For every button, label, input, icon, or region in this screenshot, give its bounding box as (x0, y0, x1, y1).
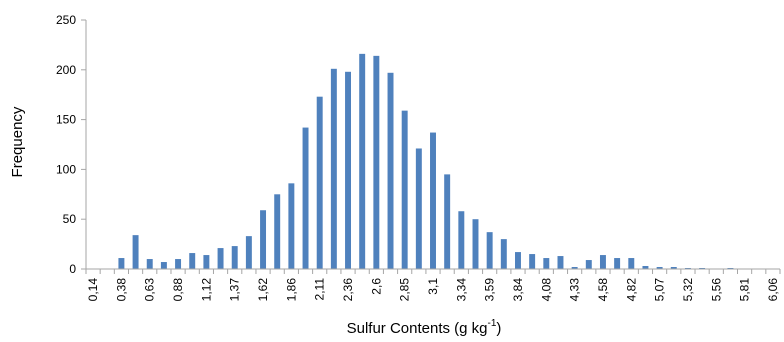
y-ticks-group: 0 50 100 150 200 250 (56, 13, 86, 276)
bar-38 (628, 258, 635, 269)
x-tick-label-19: 4,82 (624, 278, 638, 302)
bar-35 (585, 260, 592, 269)
x-tick-label-16: 4,08 (539, 278, 553, 302)
x-tick-label-0: 0,14 (86, 278, 100, 302)
bar-37 (614, 258, 621, 269)
x-tick-label-13: 3,34 (454, 278, 468, 302)
bar-14 (288, 183, 295, 269)
x-tick-label-11: 2,85 (398, 278, 412, 302)
x-tick-label-2: 0,63 (143, 278, 157, 302)
x-axis-title-sup: -1 (488, 318, 497, 329)
x-tick-label-5: 1,37 (228, 278, 242, 302)
x-axis-title-main: Sulfur Contents (g kg (347, 320, 488, 337)
bar-32 (543, 258, 550, 269)
x-tick-label-12: 3,1 (426, 278, 440, 295)
bar-4 (146, 259, 153, 269)
x-tick-label-4: 1,12 (199, 278, 213, 302)
bar-13 (274, 194, 281, 269)
bar-41 (670, 267, 677, 269)
x-tick-label-18: 4,58 (596, 278, 610, 302)
bar-24 (430, 132, 436, 269)
x-tick-label-3: 0,88 (171, 278, 185, 302)
x-tick-label-24: 6,06 (766, 278, 780, 302)
x-tick-label-23: 5,81 (738, 278, 752, 302)
bar-9 (217, 248, 224, 269)
x-tick-label-1: 0,38 (114, 278, 128, 302)
bar-10 (231, 246, 238, 269)
bar-17 (330, 68, 337, 269)
bar-23 (415, 148, 422, 269)
bars-group (118, 53, 734, 269)
x-tick-label-8: 2,11 (313, 278, 327, 301)
bar-8 (203, 255, 210, 269)
bar-21 (387, 72, 394, 269)
x-tick-label-20: 5,07 (653, 278, 667, 302)
bar-19 (359, 53, 366, 269)
bar-18 (345, 71, 351, 269)
bar-27 (472, 219, 479, 269)
y-tick-label-4: 200 (56, 63, 76, 77)
bar-36 (599, 255, 606, 269)
y-tick-label-0: 0 (69, 262, 76, 276)
bar-31 (529, 254, 536, 269)
bar-39 (642, 266, 649, 269)
bar-16 (316, 96, 323, 269)
bar-29 (500, 239, 507, 269)
bar-15 (302, 127, 309, 269)
y-tick-label-5: 250 (56, 13, 76, 27)
bar-25 (444, 174, 451, 269)
x-tick-label-7: 1,86 (284, 278, 298, 302)
bar-33 (557, 256, 564, 269)
x-ticks-group: 0,14 0,38 0,63 0,88 1,12 1,37 1,62 1,86 2,11 2,36… (85, 269, 781, 302)
x-tick-label-22: 5,56 (709, 278, 723, 302)
bar-22 (401, 110, 408, 269)
bar-40 (656, 267, 663, 269)
bar-30 (515, 252, 521, 269)
x-tick-label-21: 5,32 (681, 278, 695, 302)
bar-34 (571, 267, 578, 269)
y-tick-label-1: 50 (63, 212, 77, 226)
y-axis-title: Frequency (9, 106, 26, 177)
bar-3 (132, 235, 139, 269)
bar-5 (160, 262, 167, 269)
bar-20 (373, 55, 380, 269)
bar-26 (458, 211, 465, 269)
y-tick-label-2: 100 (56, 162, 76, 176)
y-tick-label-3: 150 (56, 113, 76, 127)
x-tick-label-17: 4,33 (568, 278, 582, 302)
x-axis-title: Sulfur Contents (g kg-1) (347, 318, 502, 337)
bar-11 (245, 236, 252, 269)
x-tick-label-15: 3,84 (511, 278, 525, 302)
x-tick-label-6: 1,62 (256, 278, 270, 302)
bar-6 (175, 259, 182, 269)
x-tick-label-10: 2,6 (369, 278, 383, 295)
bar-28 (486, 232, 493, 269)
bar-12 (260, 210, 267, 269)
x-axis-title-close: ) (496, 320, 501, 337)
x-tick-label-9: 2,36 (341, 278, 355, 302)
bar-2 (118, 258, 125, 269)
bar-7 (189, 253, 196, 269)
x-tick-label-14: 3,59 (483, 278, 497, 302)
